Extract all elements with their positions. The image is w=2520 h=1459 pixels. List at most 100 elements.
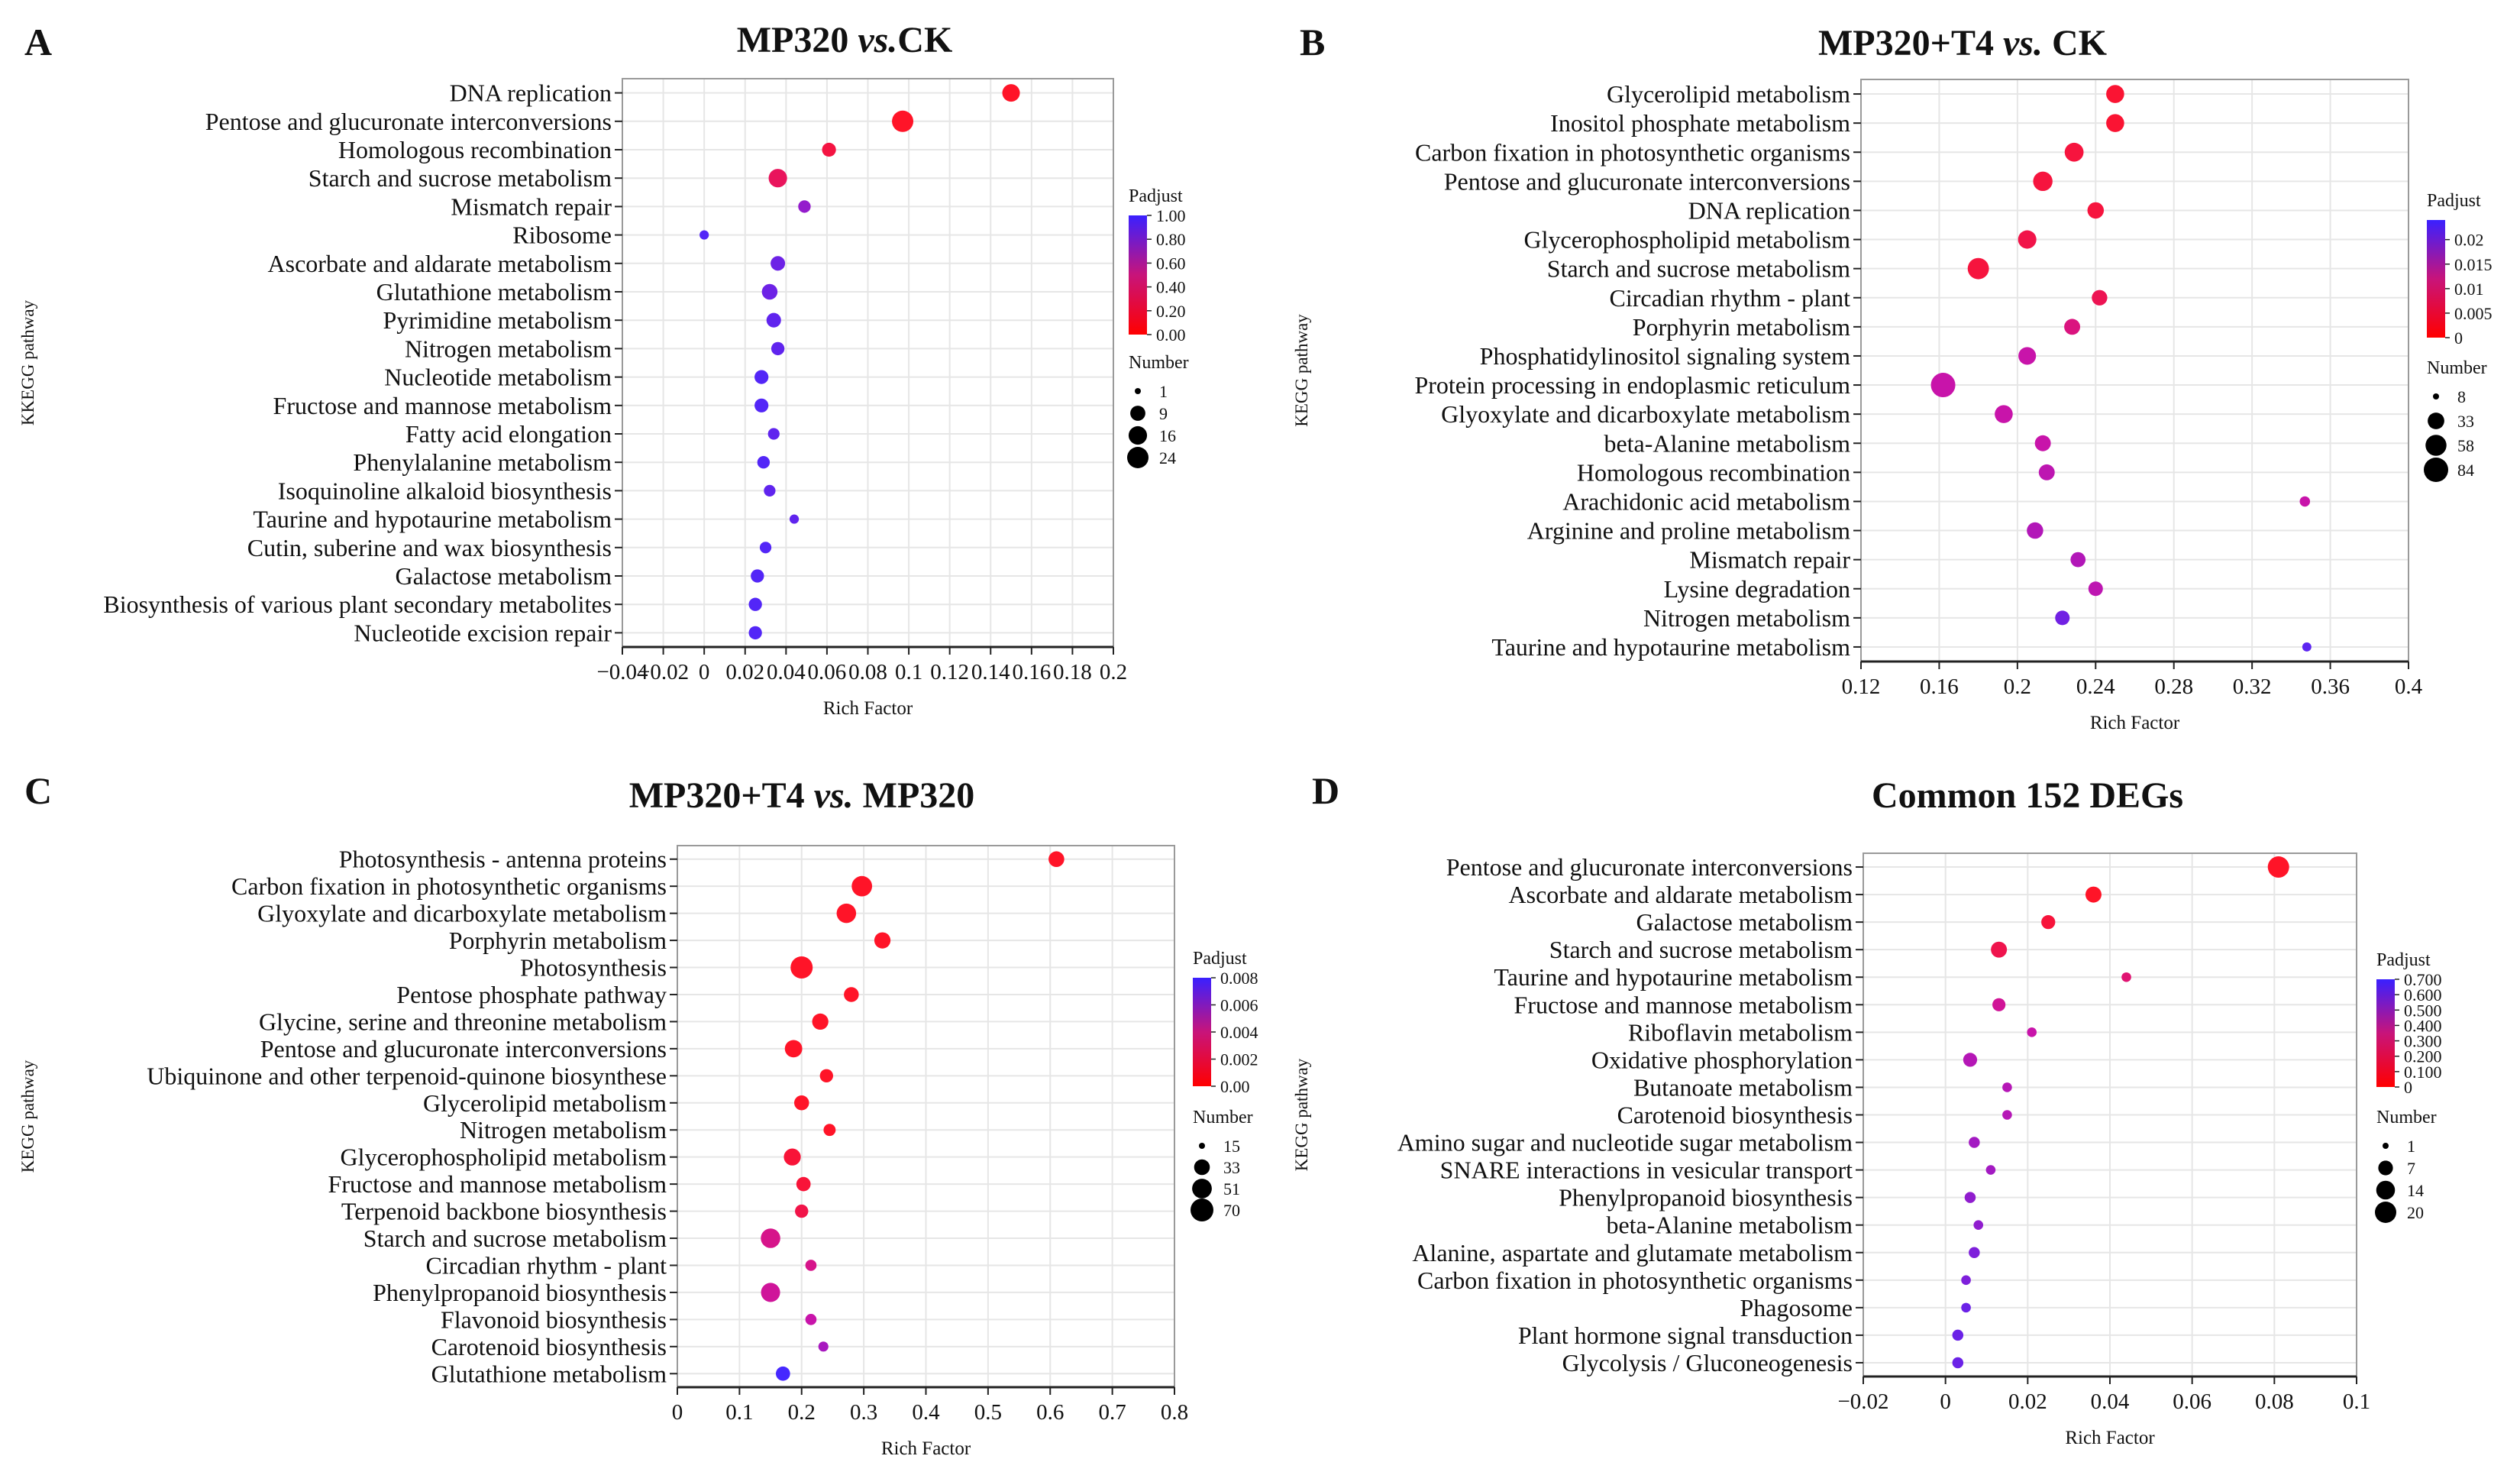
- grid: [1863, 853, 2357, 1377]
- category-label: Lysine degradation: [1664, 575, 1850, 603]
- category-label: Starch and sucrose metabolism: [363, 1224, 667, 1252]
- data-point: [1985, 1165, 1996, 1175]
- padjust-legend-title: Padjust: [2376, 950, 2431, 970]
- panel-d-chart: −0.02 0 0.02 0.04 0.06 0.08 0.1 Rich Factor KEGG…: [1292, 852, 2442, 1448]
- category-label: Protein processing in endoplasmic reticu…: [1414, 371, 1850, 399]
- x-tick-label: 0.1: [895, 660, 922, 684]
- category-label: Ascorbate and aldarate metabolism: [1509, 881, 1853, 908]
- number-legend-marker: [2383, 1143, 2389, 1149]
- data-point: [2106, 114, 2124, 132]
- data-point: [764, 484, 776, 497]
- data-point: [1961, 1275, 1971, 1286]
- x-tick-label: 0.02: [725, 660, 764, 684]
- x-tick-label: 0.28: [2154, 675, 2193, 699]
- data-point: [851, 875, 873, 897]
- panel-b-chart: 0.12 0.16 0.2 0.24 0.28 0.32 0.36 0.4 Rich Facto…: [1292, 79, 2493, 733]
- data-point: [874, 932, 891, 949]
- category-label: Ascorbate and aldarate metabolism: [268, 250, 612, 277]
- data-point: [798, 200, 811, 213]
- colorbar-label: 0.500: [2404, 1001, 2442, 1020]
- x-tick-label: 0.08: [848, 660, 887, 684]
- colorbar-label: 0.600: [2404, 985, 2442, 1004]
- colorbar-label: 0.300: [2404, 1032, 2442, 1051]
- category-label: Starch and sucrose metabolism: [1549, 936, 1853, 963]
- y-axis-label: KEGG pathway: [1292, 1058, 1311, 1171]
- padjust-colorbar: [2427, 220, 2445, 338]
- colorbar-label: 0: [2404, 1078, 2412, 1097]
- category-label: Fructose and mannose metabolism: [1514, 991, 1853, 1018]
- data-point: [1963, 1053, 1978, 1067]
- number-legend: Number 15 33 51 70: [1191, 1108, 1253, 1221]
- colorbar-label: 0.20: [1156, 302, 1186, 321]
- data-point: [1952, 1329, 1964, 1341]
- category-label: Photosynthesis: [520, 954, 667, 982]
- data-point: [771, 256, 786, 271]
- panel-b-title: MP320+T4 vs. CK: [1818, 23, 2107, 63]
- number-legend-label: 7: [2407, 1159, 2415, 1178]
- x-tick-label: 0.6: [1036, 1400, 1064, 1425]
- category-label: Glycine, serine and threonine metabolism: [259, 1008, 667, 1035]
- panel-d-title: Common 152 DEGs: [1872, 775, 2183, 816]
- category-label: Pentose and glucuronate interconversions: [205, 108, 612, 135]
- number-legend-label: 15: [1223, 1137, 1240, 1156]
- category-label: Pyrimidine metabolism: [383, 306, 612, 334]
- data-point: [754, 370, 769, 384]
- data-point: [1930, 373, 1956, 398]
- category-label: Carbon fixation in photosynthetic organi…: [1417, 1267, 1853, 1294]
- category-label: Phagosome: [1740, 1294, 1853, 1322]
- data-point: [892, 110, 914, 132]
- padjust-legend: Padjust0.7000.6000.5000.4000.3000.2000.1…: [2376, 950, 2442, 1097]
- number-legend-marker: [2425, 435, 2447, 456]
- data-point: [805, 1314, 817, 1325]
- category-label: Glycerolipid metabolism: [423, 1089, 667, 1117]
- padjust-colorbar: [2376, 979, 2395, 1087]
- x-tick-label: 0.7: [1099, 1400, 1126, 1425]
- category-label: Circadian rhythm - plant: [1610, 284, 1851, 312]
- colorbar-label: 0.60: [1156, 254, 1186, 273]
- data-point: [844, 987, 859, 1002]
- x-axis-label: Rich Factor: [2090, 713, 2180, 733]
- number-legend-marker: [1135, 388, 1141, 394]
- number-legend-marker: [1127, 447, 1149, 468]
- x-tick-label: 0.1: [725, 1400, 753, 1425]
- colorbar-label: 0.004: [1220, 1023, 1258, 1042]
- x-tick-label: −0.02: [1837, 1389, 1888, 1414]
- data-point: [748, 626, 762, 640]
- x-tick-label: 0.12: [930, 660, 969, 684]
- category-label: Nucleotide excision repair: [354, 619, 612, 646]
- colorbar-label: 0.80: [1156, 230, 1186, 249]
- x-tick-label: 0.16: [1920, 675, 1959, 699]
- number-legend-label: 16: [1159, 426, 1176, 445]
- category-label: Fructose and mannose metabolism: [328, 1170, 667, 1198]
- data-point: [1967, 257, 1989, 280]
- category-label: DNA replication: [1688, 196, 1850, 224]
- category-label: Carotenoid biosynthesis: [431, 1333, 667, 1360]
- category-label: Glycerophospholipid metabolism: [341, 1144, 667, 1171]
- x-tick-label: 0.18: [1053, 660, 1092, 684]
- data-point: [2121, 972, 2131, 982]
- number-legend-marker: [1192, 1179, 1212, 1199]
- data-point: [1961, 1302, 1971, 1313]
- category-label: Ribosome: [512, 222, 612, 249]
- data-point: [1995, 405, 2013, 423]
- data-point: [2027, 522, 2043, 539]
- x-tick-label: 0.4: [912, 1400, 940, 1425]
- category-label: Biosynthesis of various plant secondary …: [103, 590, 612, 618]
- data-point: [823, 1124, 836, 1137]
- x-tick-label: 0: [1940, 1389, 1951, 1414]
- data-point: [2055, 610, 2070, 626]
- data-point: [1952, 1357, 1964, 1369]
- data-point: [796, 1176, 811, 1192]
- category-label: Butanoate metabolism: [1633, 1073, 1853, 1101]
- data-point: [2070, 552, 2086, 568]
- category-label: Amino sugar and nucleotide sugar metabol…: [1397, 1129, 1853, 1157]
- x-tick-label: 0.24: [2076, 675, 2115, 699]
- x-tick-label: 0.32: [2233, 675, 2272, 699]
- panel-letter-b: B: [1300, 21, 1325, 63]
- x-tick-label: 0.36: [2311, 675, 2350, 699]
- data-point: [766, 312, 781, 328]
- number-legend-label: 9: [1159, 404, 1168, 423]
- category-label: beta-Alanine metabolism: [1604, 429, 1850, 457]
- category-label: Glycerophospholipid metabolism: [1524, 226, 1851, 254]
- category-label: Cutin, suberine and wax biosynthesis: [247, 534, 612, 561]
